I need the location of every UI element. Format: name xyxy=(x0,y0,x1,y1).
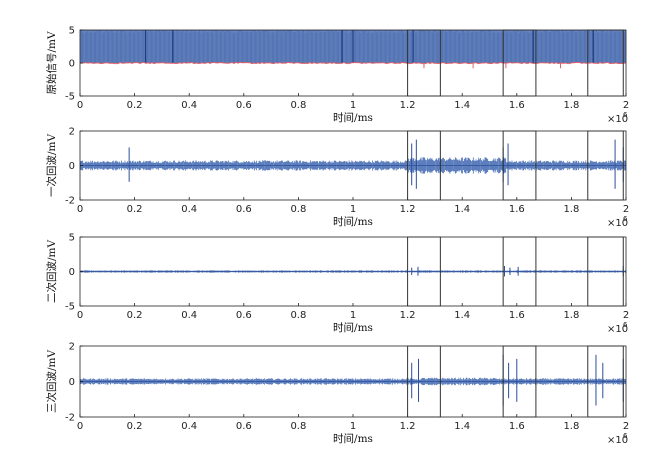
y-tick-label: 2 xyxy=(69,127,75,138)
highlight-box xyxy=(502,29,537,97)
highlight-box xyxy=(502,236,537,307)
x-tick-label: 1.2 xyxy=(400,204,416,215)
x-tick-label: 0 xyxy=(77,421,83,432)
x-tick-label: 1.2 xyxy=(400,100,416,111)
highlight-box xyxy=(502,345,537,418)
x-tick-label: 0.2 xyxy=(127,310,143,321)
y-tick-label: -5 xyxy=(65,302,75,313)
x-tick-label: 0.4 xyxy=(181,310,197,321)
highlight-box xyxy=(587,236,624,307)
x-multiplier-exponent: 6 xyxy=(623,321,628,329)
x-tick-label: 2 xyxy=(623,100,629,111)
y-tick-label: 0 xyxy=(69,267,75,278)
x-multiplier-exponent: 6 xyxy=(623,215,628,223)
x-multiplier: ×10 xyxy=(607,114,628,125)
highlight-box xyxy=(587,29,624,97)
highlight-box xyxy=(407,236,441,307)
x-tick-label: 0.8 xyxy=(290,100,306,111)
x-tick-label: 0.4 xyxy=(181,100,197,111)
y-axis-label: 三次回波/mV xyxy=(45,350,58,413)
y-tick-label: -5 xyxy=(65,92,75,103)
x-tick-label: 1.2 xyxy=(400,421,416,432)
x-tick-label: 0.6 xyxy=(236,310,252,321)
x-tick-label: 0.4 xyxy=(181,421,197,432)
y-tick-label: 0 xyxy=(69,161,75,172)
x-tick-label: 0.6 xyxy=(236,204,252,215)
x-tick-label: 2 xyxy=(623,310,629,321)
x-tick-label: 1 xyxy=(350,310,356,321)
chart-panel-3: 0 0.2 0.4 0.6 0.8 1 1.2 1.4 1.6 1.8 250-5时间/ms二次回波… xyxy=(45,233,629,336)
x-multiplier: ×10 xyxy=(607,324,628,335)
x-tick-label: 0.8 xyxy=(290,310,306,321)
x-tick-label: 1.8 xyxy=(563,310,579,321)
x-tick-label: 0.2 xyxy=(127,204,143,215)
signal-trace xyxy=(80,30,626,69)
x-tick-label: 0.4 xyxy=(181,204,197,215)
y-tick-label: 0 xyxy=(69,377,75,388)
x-tick-label: 1.4 xyxy=(454,310,470,321)
x-tick-label: 1.2 xyxy=(400,310,416,321)
highlight-box xyxy=(587,345,624,418)
x-tick-label: 2 xyxy=(623,421,629,432)
x-tick-label: 1.6 xyxy=(509,100,525,111)
y-tick-label: -2 xyxy=(65,196,75,207)
highlight-box xyxy=(407,345,441,418)
signal-trace xyxy=(80,354,626,406)
x-multiplier-exponent: 6 xyxy=(623,432,628,440)
baseline-line xyxy=(80,61,626,65)
highlight-box xyxy=(407,29,441,97)
y-tick-label: 5 xyxy=(69,26,75,37)
y-tick-label: 2 xyxy=(69,342,75,353)
x-axis-label: 时间/ms xyxy=(333,215,373,228)
x-tick-label: 0 xyxy=(77,100,83,111)
x-tick-label: 0.2 xyxy=(127,421,143,432)
x-multiplier: ×10 xyxy=(607,218,628,229)
highlight-box xyxy=(502,130,537,201)
x-multiplier-exponent: 6 xyxy=(623,111,628,119)
x-tick-label: 1.8 xyxy=(563,100,579,111)
x-tick-label: 0.6 xyxy=(236,100,252,111)
x-tick-label: 1.6 xyxy=(509,421,525,432)
x-tick-label: 1.4 xyxy=(454,100,470,111)
x-tick-label: 1 xyxy=(350,421,356,432)
chart-panel-2: 0 0.2 0.4 0.6 0.8 1 1.2 1.4 1.6 1.8 220-2时间/ms一次回波… xyxy=(45,127,629,230)
x-tick-label: 1.6 xyxy=(509,204,525,215)
chart-panel-1: 0 0.2 0.4 0.6 0.8 1 1.2 1.4 1.6 1.8 250-5时间/ms原始信号… xyxy=(45,26,629,126)
x-tick-label: 1.6 xyxy=(509,310,525,321)
x-tick-label: 0.8 xyxy=(290,204,306,215)
x-tick-label: 0.2 xyxy=(127,100,143,111)
x-multiplier: ×10 xyxy=(607,435,628,446)
x-tick-label: 1.8 xyxy=(563,204,579,215)
signal-line xyxy=(80,30,626,63)
chart-panel-4: 0 0.2 0.4 0.6 0.8 1 1.2 1.4 1.6 1.8 220-2时间/ms三次回波… xyxy=(45,342,629,447)
x-tick-label: 0.6 xyxy=(236,421,252,432)
x-axis-label: 时间/ms xyxy=(333,432,373,445)
x-tick-label: 1 xyxy=(350,100,356,111)
x-tick-label: 1.4 xyxy=(454,204,470,215)
x-tick-label: 1 xyxy=(350,204,356,215)
signal-trace xyxy=(80,265,626,277)
x-tick-label: 2 xyxy=(623,204,629,215)
y-tick-label: -2 xyxy=(65,413,75,424)
y-axis-label: 二次回波/mV xyxy=(45,240,58,303)
x-tick-label: 0 xyxy=(77,310,83,321)
x-tick-label: 1.8 xyxy=(563,421,579,432)
y-tick-label: 5 xyxy=(69,233,75,244)
x-tick-label: 1.4 xyxy=(454,421,470,432)
x-axis-label: 时间/ms xyxy=(333,321,373,334)
y-tick-label: 0 xyxy=(69,59,75,70)
x-axis-label: 时间/ms xyxy=(333,111,373,124)
x-tick-label: 0.8 xyxy=(290,421,306,432)
x-tick-label: 0 xyxy=(77,204,83,215)
highlight-box xyxy=(407,130,441,201)
highlight-box xyxy=(587,130,624,201)
y-axis-label: 原始信号/mV xyxy=(45,31,58,94)
signal-trace xyxy=(80,139,626,189)
y-axis-label: 一次回波/mV xyxy=(45,134,58,197)
